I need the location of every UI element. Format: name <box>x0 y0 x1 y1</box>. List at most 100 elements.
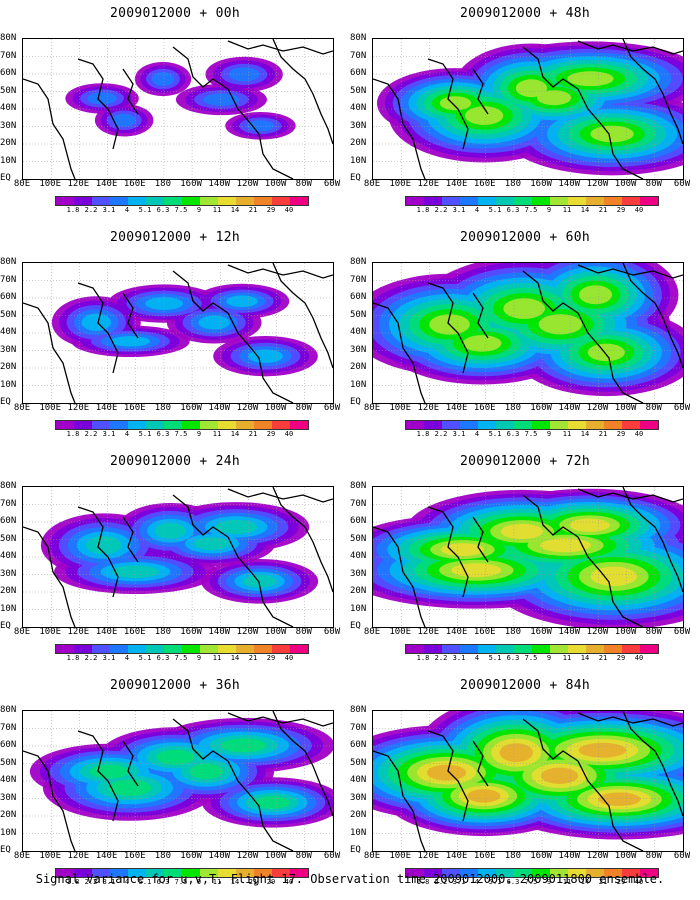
colorbar-swatch <box>182 197 200 205</box>
colorbar-label: 3.1 <box>452 430 466 438</box>
coastline <box>77 730 119 822</box>
colorbar-label: 14 <box>580 430 590 438</box>
coastline <box>227 312 294 403</box>
latitude-label: 40N <box>350 775 367 785</box>
contour-region <box>578 742 627 758</box>
colorbar-label: 14 <box>230 430 240 438</box>
contour-region <box>439 96 472 111</box>
colorbar-label: 1.8 <box>66 654 80 662</box>
colorbar-label: 40 <box>284 878 294 886</box>
longitude-label: 100E <box>389 403 412 413</box>
colorbar-label: 7.5 <box>524 654 538 662</box>
colorbar-label: 7.5 <box>524 206 538 214</box>
colorbar-label: 21 <box>248 430 258 438</box>
longitude-label: 120E <box>417 403 440 413</box>
colorbar-swatch <box>550 197 568 205</box>
latitude-label: 70N <box>0 274 17 285</box>
contour-region <box>587 343 625 362</box>
colorbar-swatch <box>92 197 110 205</box>
contour-region <box>500 523 544 540</box>
latitude-label: 60N <box>0 292 17 302</box>
colorbar-label: 4 <box>124 430 130 438</box>
colorbar-label: 29 <box>266 430 276 438</box>
latitude-label: 80N <box>0 481 17 491</box>
coastline <box>522 46 579 90</box>
colorbar-swatch <box>550 421 568 429</box>
longitude-label: 100E <box>39 403 62 413</box>
colorbar-swatch <box>586 869 604 877</box>
latitude-label: 20N <box>0 362 17 372</box>
panel-title: 2009012000 + 12h <box>109 230 241 245</box>
map-svg <box>23 487 333 627</box>
latitude-label: 50N <box>350 757 367 768</box>
colorbar-swatch <box>146 645 164 653</box>
colorbar-swatch <box>200 421 218 429</box>
coastline <box>272 711 333 817</box>
colorbar-swatch <box>568 197 586 205</box>
coastline <box>522 718 579 762</box>
colorbar-label: 3.1 <box>102 206 116 214</box>
colorbar-label: 7.5 <box>524 878 538 886</box>
colorbar-label: 7.5 <box>174 878 188 886</box>
coastline <box>427 506 469 598</box>
latitude-label: 70N <box>0 722 17 733</box>
colorbar-label: 3.1 <box>102 654 116 662</box>
latitude-label: EQ <box>0 173 11 183</box>
latitude-label: EQ <box>350 845 361 855</box>
colorbar-label: 5.1 <box>138 206 152 214</box>
figure-caption: Signal Variance for u,v,T. Flight 17. Ob… <box>35 872 665 886</box>
longitude-label: 80W <box>295 851 312 861</box>
colorbar-label: 5.1 <box>138 654 152 662</box>
colorbar-label: 14 <box>230 206 240 214</box>
colorbar-label: 14 <box>230 878 240 886</box>
colorbar-swatch <box>236 645 254 653</box>
longitude-label: 100E <box>389 627 412 637</box>
contour-region <box>503 298 546 319</box>
longitude-label: 120E <box>67 627 90 637</box>
latitude-label: 40N <box>0 775 17 785</box>
coastline <box>122 68 139 115</box>
colorbar-label: 2.2 <box>434 430 448 438</box>
colorbar-swatch <box>622 421 640 429</box>
colorbar-swatch <box>604 197 622 205</box>
contour-region <box>215 519 258 535</box>
longitude-label: 120E <box>417 627 440 637</box>
colorbar-swatch <box>92 421 110 429</box>
colorbar-label: 1.8 <box>66 206 80 214</box>
colorbar-swatch <box>514 645 532 653</box>
longitude-label: 80W <box>645 851 662 861</box>
contour-region <box>194 537 231 551</box>
longitude-label: 160E <box>473 851 496 861</box>
variance-map <box>22 486 334 628</box>
contour-region <box>569 518 610 532</box>
colorbar-label: 6.3 <box>506 654 520 662</box>
coastline <box>622 263 683 369</box>
longitude-label: 160W <box>530 627 552 637</box>
coastline <box>622 487 683 593</box>
longitude-label: 60W <box>323 627 341 637</box>
contour-region <box>203 93 240 106</box>
longitude-label: 80W <box>295 179 312 189</box>
colorbar-swatch <box>74 869 92 877</box>
colorbar-label: 11 <box>562 430 572 438</box>
latitude-label: 30N <box>350 568 367 579</box>
colorbar-label: 2.2 <box>84 430 98 438</box>
colorbar-swatch <box>290 645 308 653</box>
latitude-label: 50N <box>350 533 367 544</box>
colorbar-swatch <box>478 869 496 877</box>
contour-region <box>590 566 638 587</box>
colorbar-swatch <box>218 197 236 205</box>
longitude-label: 100E <box>389 179 412 189</box>
colorbar-label: 6.3 <box>506 878 520 886</box>
longitude-label: 160W <box>530 851 552 861</box>
map-panel: 2009012000 + 84h 80N 70N 60N 50N 40N 30N 20N 10N… <box>350 672 700 886</box>
colorbar-swatch <box>532 197 550 205</box>
coastline <box>577 312 644 403</box>
colorbar-swatch <box>182 869 200 877</box>
colorbar-label: 2.2 <box>434 206 448 214</box>
colorbar-swatch <box>200 197 218 205</box>
contour-region <box>467 789 501 803</box>
colorbar-swatch <box>236 197 254 205</box>
latitude-label: EQ <box>350 173 361 183</box>
longitude-label: 100E <box>39 179 62 189</box>
